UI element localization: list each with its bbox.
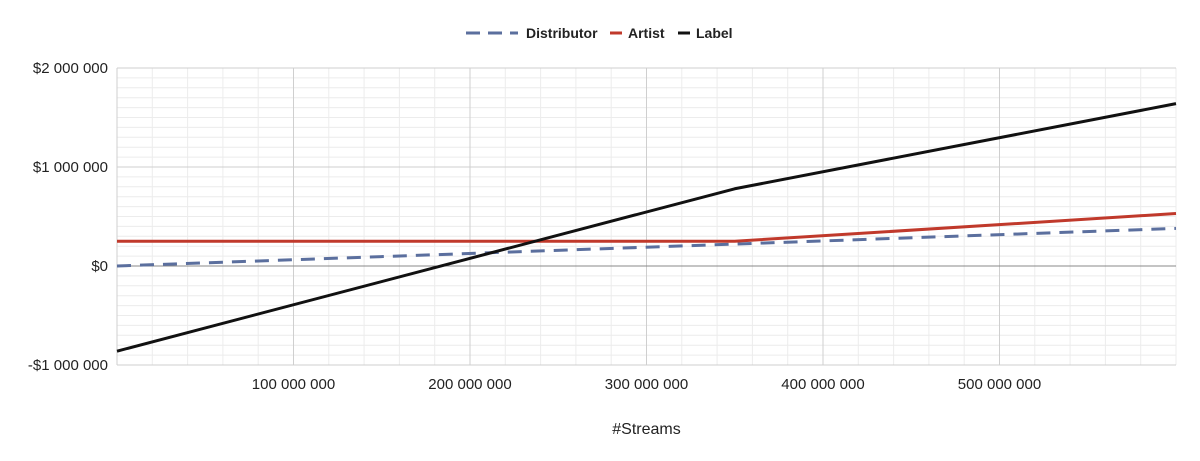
- x-tick-label: 500 000 000: [958, 376, 1041, 393]
- x-tick-label: 400 000 000: [781, 376, 864, 393]
- y-axis-labels: $2 000 000 $1 000 000 $0 -$1 000 000: [28, 60, 108, 374]
- x-tick-label: 300 000 000: [605, 376, 688, 393]
- legend: Distributor Artist Label: [466, 25, 733, 41]
- legend-label-artist: Artist: [628, 25, 665, 41]
- x-axis-labels: 100 000 000 200 000 000 300 000 000 400 000…: [252, 376, 1041, 393]
- legend-label-label: Label: [696, 25, 733, 41]
- y-tick-label: $0: [91, 258, 108, 275]
- y-tick-label: -$1 000 000: [28, 357, 108, 374]
- x-axis-title: #Streams: [612, 421, 680, 438]
- legend-label-distributor: Distributor: [526, 25, 598, 41]
- y-tick-label: $1 000 000: [33, 159, 108, 176]
- x-tick-label: 100 000 000: [252, 376, 335, 393]
- y-tick-label: $2 000 000: [33, 60, 108, 77]
- x-tick-label: 200 000 000: [428, 376, 511, 393]
